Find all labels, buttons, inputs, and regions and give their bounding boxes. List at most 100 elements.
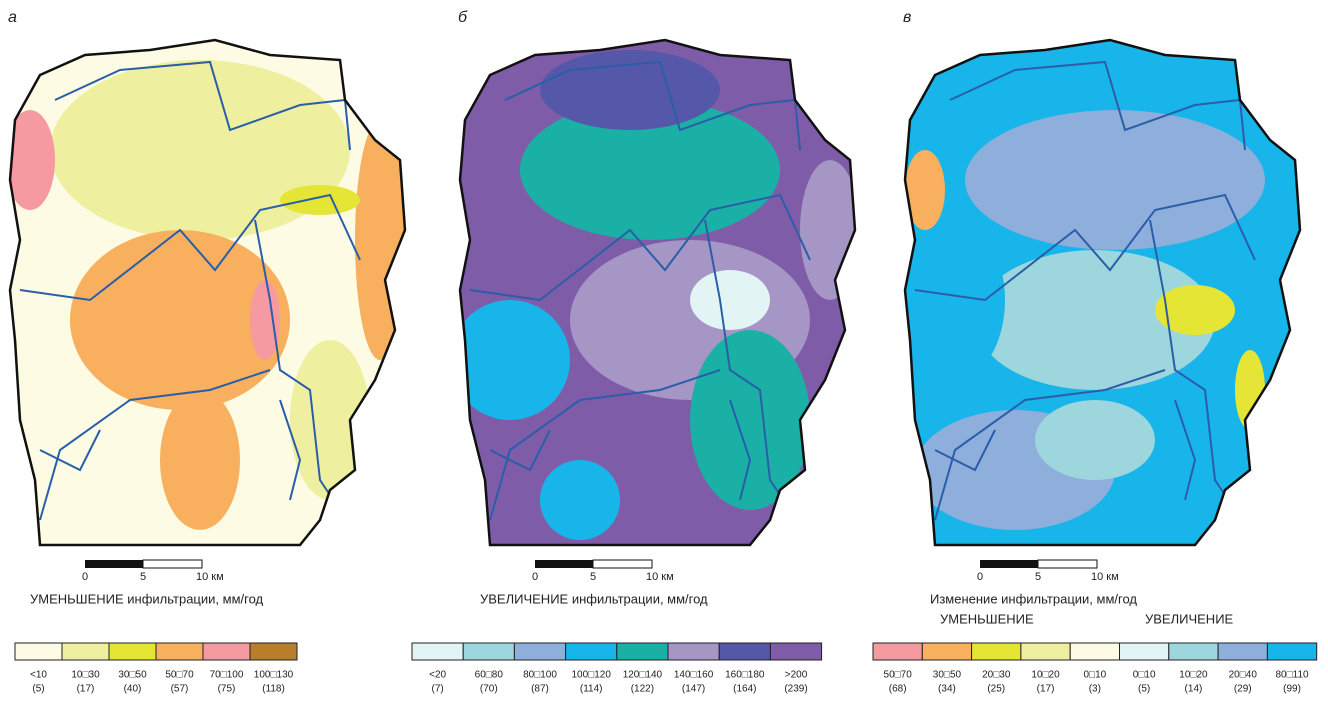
sub-caption: УМЕНЬШЕНИЕ	[940, 611, 1034, 626]
legend-range: 30□50	[118, 670, 147, 681]
scale-white	[593, 560, 652, 568]
legend-swatch	[972, 643, 1021, 660]
legend-count: (5)	[32, 684, 44, 695]
legend-count: (147)	[682, 684, 705, 695]
zone	[690, 330, 810, 510]
legend-count: (29)	[1234, 684, 1252, 695]
map	[895, 0, 1315, 560]
legend-count: (17)	[77, 684, 95, 695]
scale-label: 5	[590, 571, 596, 583]
zone	[355, 120, 405, 360]
scale-label: 5	[1035, 571, 1041, 583]
scale-black	[85, 560, 143, 568]
legend-count: (99)	[1283, 684, 1301, 695]
legend-count: (5)	[1138, 684, 1150, 695]
scale-label: 10 км	[196, 571, 224, 583]
legend-swatch	[617, 643, 668, 660]
zone	[690, 270, 770, 330]
legend-range: 50□70	[884, 670, 913, 681]
legend-range: 0□10	[1083, 670, 1106, 681]
legend-range: 10□30	[71, 670, 100, 681]
legend-swatch	[203, 643, 250, 660]
map	[430, 0, 870, 560]
legend-range: >200	[785, 670, 808, 681]
legend-range: 160□180	[725, 670, 765, 681]
legend-range: 100□120	[571, 670, 611, 681]
zone	[1235, 350, 1265, 430]
legend-count: (34)	[938, 684, 956, 695]
caption: УВЕЛИЧЕНИЕ инфильтрации, мм/год	[480, 591, 708, 606]
legend-count: (68)	[889, 684, 907, 695]
caption: Изменение инфильтрации, мм/год	[930, 591, 1137, 606]
legend-count: (7)	[431, 684, 443, 695]
panel-letter: а	[8, 9, 17, 26]
scale-label: 0	[82, 571, 88, 583]
zone	[280, 185, 360, 215]
scale-white	[143, 560, 202, 568]
legend-swatch	[1169, 643, 1218, 660]
legend-range: 50□70	[165, 670, 194, 681]
legend-range: 60□80	[475, 670, 504, 681]
scale-white	[1038, 560, 1097, 568]
sub-caption: УВЕЛИЧЕНИЕ	[1145, 611, 1234, 626]
legend-range: 80□110	[1275, 670, 1309, 681]
legend-swatch	[719, 643, 770, 660]
zone	[905, 220, 1005, 380]
figure: а 0 5 10 км УМЕНЬШЕНИЕ инфильтрации, мм/год <…	[0, 0, 1328, 701]
scale-label: 10 км	[1091, 571, 1119, 583]
legend-swatch	[1070, 643, 1119, 660]
panel-letter: в	[903, 9, 911, 26]
legend-swatch	[873, 643, 922, 660]
panel: а 0 5 10 км УМЕНЬШЕНИЕ инфильтрации, мм/год <…	[0, 0, 420, 695]
panel-letter: б	[458, 9, 468, 26]
legend-swatch	[109, 643, 156, 660]
legend-swatch	[1120, 643, 1169, 660]
legend-count: (14)	[1185, 684, 1203, 695]
legend-count: (17)	[1037, 684, 1055, 695]
legend-count: (3)	[1089, 684, 1101, 695]
legend-range: 10□20	[1179, 670, 1208, 681]
scale-black	[535, 560, 593, 568]
legend-count: (87)	[531, 684, 549, 695]
legend-swatch	[668, 643, 719, 660]
legend-count: (70)	[480, 684, 498, 695]
legend-count: (118)	[262, 684, 285, 695]
legend-range: 100□130	[254, 670, 294, 681]
legend-swatch	[62, 643, 109, 660]
legend-swatch	[412, 643, 463, 660]
legend-range: 80□100	[523, 670, 557, 681]
legend-count: (164)	[733, 684, 756, 695]
legend-swatch	[514, 643, 565, 660]
legend-range: <20	[429, 670, 446, 681]
legend-count: (40)	[124, 684, 142, 695]
legend-swatch	[250, 643, 297, 660]
legend-count: (75)	[218, 684, 236, 695]
zone	[540, 460, 620, 540]
scale-label: 0	[532, 571, 538, 583]
legend-range: 70□100	[210, 670, 244, 681]
legend-count: (114)	[580, 684, 603, 695]
caption: УМЕНЬШЕНИЕ инфильтрации, мм/год	[30, 591, 264, 606]
zone	[965, 110, 1265, 250]
legend-count: (122)	[631, 684, 654, 695]
legend-swatch	[922, 643, 971, 660]
legend-count: (57)	[171, 684, 189, 695]
panel: б 0 5 10 км УВЕЛИЧЕНИЕ инфильтрации, мм/год <…	[412, 0, 870, 695]
legend-range: <10	[30, 670, 47, 681]
legend-swatch	[1218, 643, 1267, 660]
legend-count: (239)	[784, 684, 807, 695]
legend-range: 0□10	[1133, 670, 1156, 681]
scale-label: 5	[140, 571, 146, 583]
scale-label: 10 км	[646, 571, 674, 583]
legend-swatch	[156, 643, 203, 660]
legend-range: 10□20	[1031, 670, 1060, 681]
legend-swatch	[463, 643, 514, 660]
legend-range: 140□160	[674, 670, 714, 681]
legend-range: 20□40	[1229, 670, 1258, 681]
zone	[540, 50, 720, 130]
zone	[250, 280, 280, 360]
map	[0, 0, 420, 560]
legend-swatch	[566, 643, 617, 660]
zone	[160, 390, 240, 530]
